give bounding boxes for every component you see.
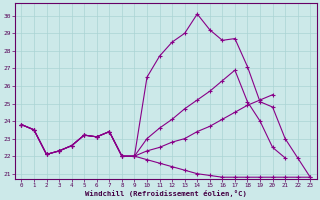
X-axis label: Windchill (Refroidissement éolien,°C): Windchill (Refroidissement éolien,°C) [85,190,247,197]
